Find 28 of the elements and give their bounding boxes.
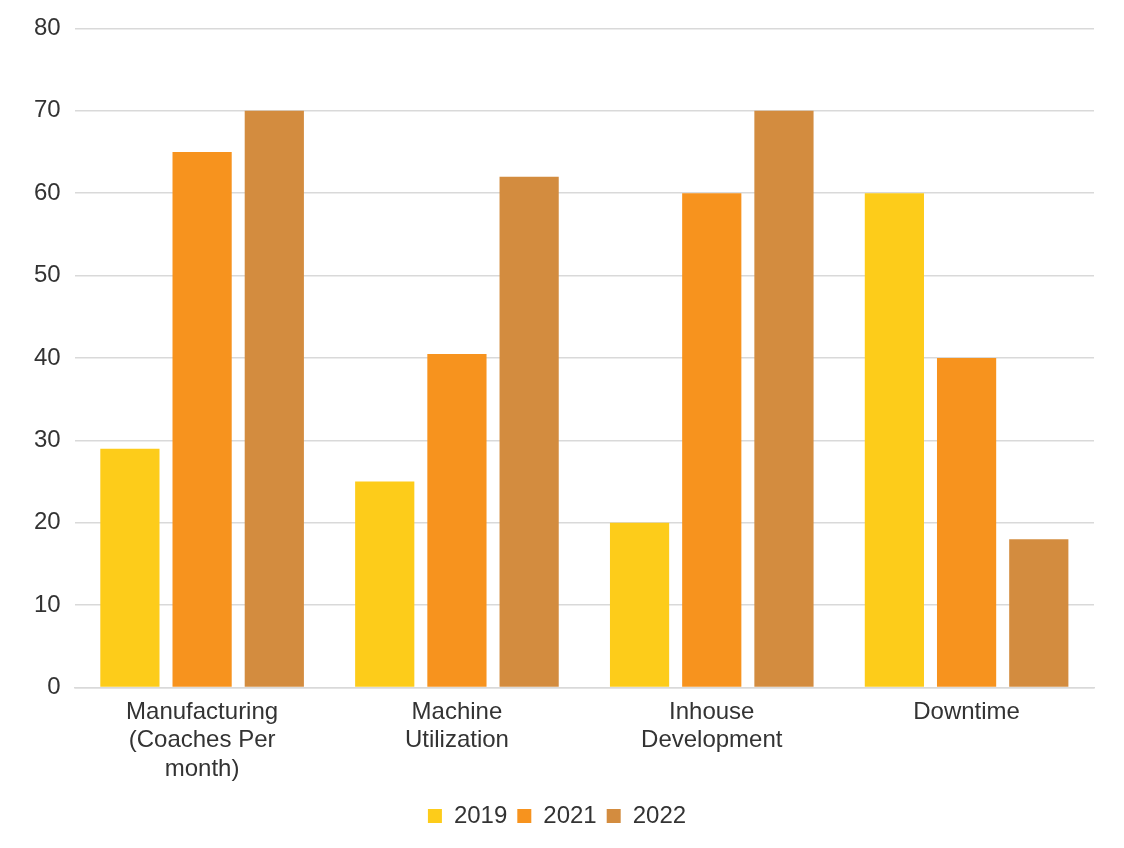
y-tick-label: 60	[33, 177, 61, 205]
y-tick-label: 0	[47, 672, 61, 700]
x-tick-label: Downtime	[913, 696, 1020, 724]
x-tick-label: Manufacturing (Coaches Per month)	[126, 696, 279, 782]
x-tick-label: Machine Utilization	[404, 696, 509, 753]
y-tick-label: 30	[33, 425, 61, 453]
bar	[172, 152, 232, 687]
x-tick-label: Inhouse Development	[641, 696, 783, 753]
bar	[1009, 539, 1069, 687]
bar	[609, 522, 670, 687]
legend-label: 2021	[543, 800, 597, 828]
bar	[244, 110, 304, 687]
y-tick-label: 40	[33, 342, 61, 370]
y-tick-label: 80	[33, 13, 61, 41]
legend-label: 2019	[453, 800, 508, 828]
bar	[100, 448, 160, 687]
y-tick-label: 10	[33, 589, 61, 617]
legend-label: 2022	[632, 800, 687, 828]
y-tick-label: 20	[33, 507, 61, 535]
bar	[427, 353, 487, 687]
bar	[754, 110, 814, 687]
bar	[499, 176, 559, 687]
bar	[355, 481, 415, 687]
y-tick-label: 70	[33, 95, 61, 123]
bar	[682, 193, 742, 687]
bar	[864, 193, 924, 687]
y-tick-label: 50	[33, 260, 61, 288]
bar	[936, 358, 997, 687]
